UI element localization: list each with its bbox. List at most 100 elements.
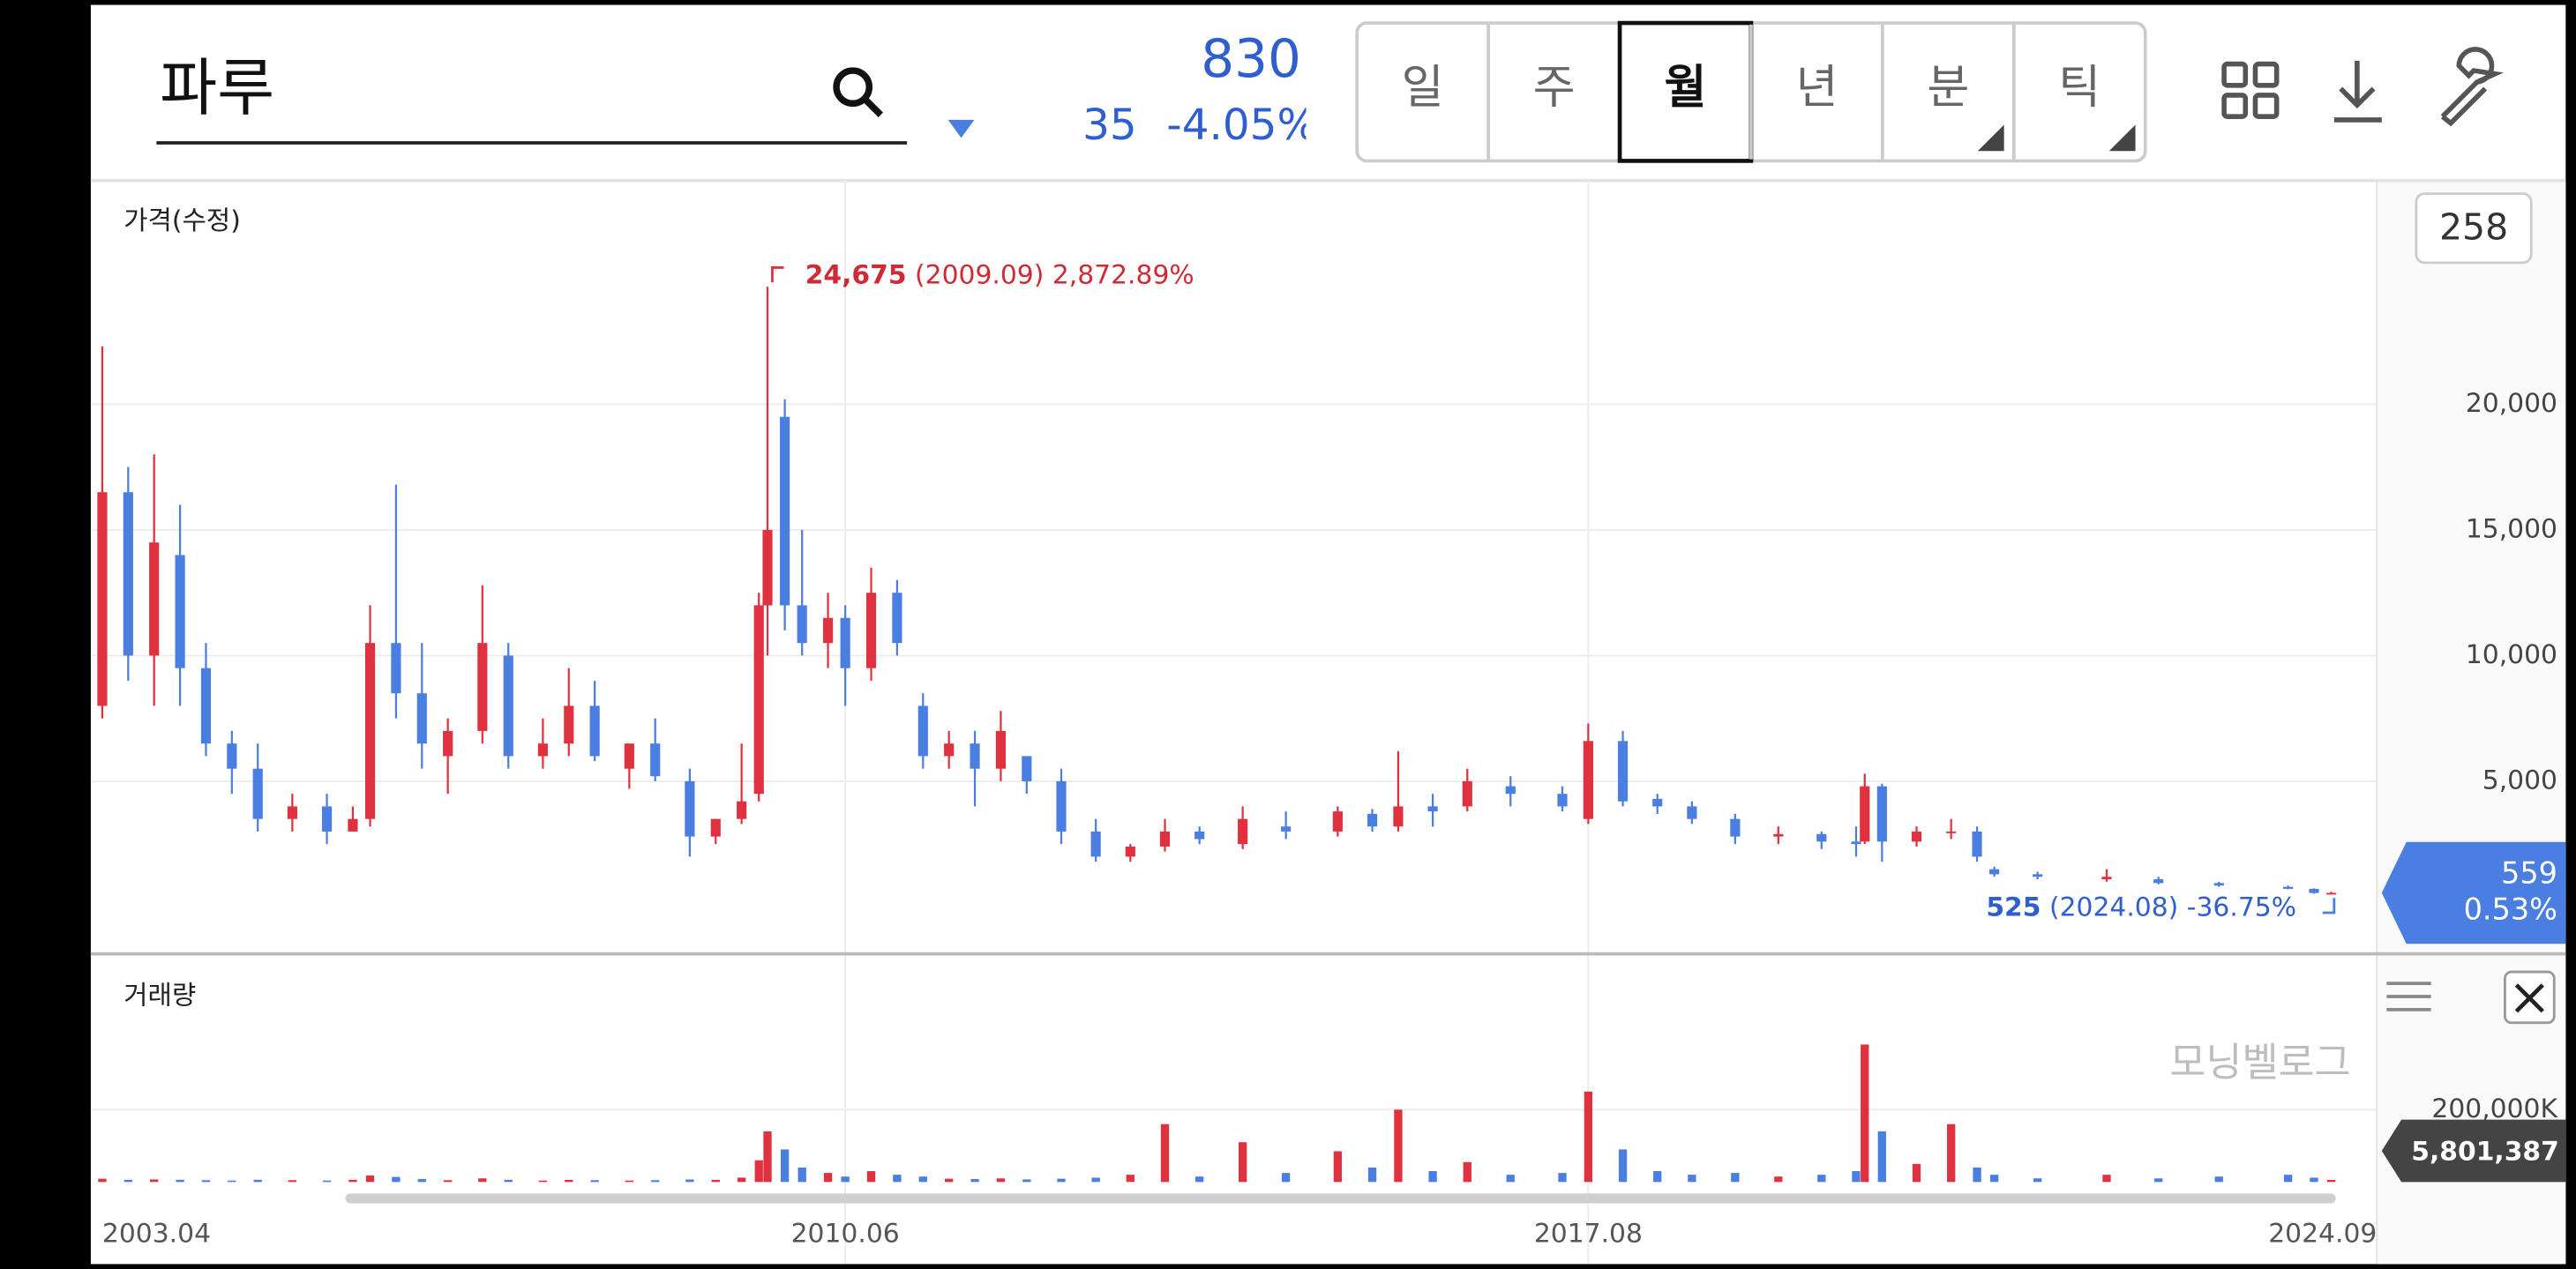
x-tick-label: 2010.06 <box>791 1218 900 1249</box>
volume-bar <box>565 1179 573 1183</box>
volume-bar <box>1022 1179 1031 1183</box>
candle-body <box>865 593 877 668</box>
candle-body <box>650 743 661 777</box>
candle-body <box>364 643 376 819</box>
candle-body <box>1393 806 1404 827</box>
volume-bar <box>945 1178 954 1183</box>
candle-body <box>753 605 764 795</box>
candle-body <box>1557 794 1568 807</box>
volume-bar <box>1653 1171 1662 1183</box>
search-icon[interactable] <box>833 67 883 117</box>
tab-label[interactable]: 틱 <box>2058 61 2100 114</box>
price-change-pct: -4.05% <box>1166 101 1317 150</box>
candle-body <box>1989 869 2000 875</box>
candle-body <box>1730 818 1741 837</box>
volume-bar <box>685 1179 694 1183</box>
volume-bar <box>1057 1178 1066 1183</box>
candle-body <box>1617 741 1629 802</box>
volume-bar <box>1973 1167 1981 1183</box>
candle-body <box>1281 826 1292 832</box>
tab-label[interactable]: 주 <box>1533 61 1576 114</box>
volume-bar <box>841 1176 850 1183</box>
candle-body <box>537 743 548 757</box>
candle-body <box>287 806 297 819</box>
volume-bar <box>1126 1175 1134 1183</box>
close-button[interactable] <box>2504 970 2556 1025</box>
volume-bar <box>1281 1173 1291 1183</box>
candle-body <box>1583 741 1593 819</box>
settings-icon[interactable] <box>2440 47 2504 127</box>
min-annotation: 525 (2024.08) -36.75% <box>1986 892 2336 922</box>
volume-bar <box>1618 1149 1628 1183</box>
last-price: 559 <box>2501 856 2557 891</box>
volume-bar <box>1877 1131 1886 1183</box>
x-tick-label: 2003.04 <box>102 1218 211 1249</box>
max-label: 24,675 (2009.09) 2,872.89% <box>805 259 1194 290</box>
volume-bar <box>1394 1109 1403 1183</box>
volume-bar <box>365 1175 375 1183</box>
max-date: (2009.09) <box>915 259 1044 290</box>
volume-bar <box>478 1178 487 1183</box>
volume-bar <box>780 1149 790 1183</box>
volume-last: 5,801,387 <box>2411 1136 2559 1167</box>
count-badge[interactable]: 258 <box>2439 206 2508 249</box>
menu-icon[interactable] <box>2386 982 2431 1011</box>
candle-body <box>200 668 212 744</box>
volume-bar <box>1160 1123 1170 1183</box>
layout-icon[interactable] <box>2221 61 2280 119</box>
volume-bar <box>763 1131 772 1183</box>
change-pct-clip: -4.05% <box>1166 101 1317 150</box>
candle-body <box>477 643 488 731</box>
candle-body <box>762 529 773 606</box>
volume-bar <box>1852 1171 1861 1183</box>
tab-label[interactable]: 일 <box>1402 61 1444 114</box>
volume-bar <box>322 1180 332 1183</box>
volume-bar <box>1774 1176 1783 1183</box>
pane-title: 가격(수정) <box>124 205 241 236</box>
volume-bar <box>98 1178 107 1183</box>
volume-bar <box>918 1176 927 1183</box>
candle-body <box>416 693 427 744</box>
dropdown-arrow[interactable] <box>947 119 975 138</box>
volume-bar <box>392 1176 401 1183</box>
volume-bar <box>1367 1167 1377 1183</box>
y-tick-label: 5,000 <box>2482 765 2557 795</box>
scrollbar[interactable] <box>345 1193 2336 1204</box>
min-date: (2024.08) <box>2049 892 2178 922</box>
candle-body <box>2033 874 2043 877</box>
volume-bar <box>288 1180 297 1183</box>
volume-bar <box>2283 1175 2293 1183</box>
watermark-bg <box>2152 1037 2369 1091</box>
candle-body <box>797 605 807 644</box>
candle-body <box>589 705 600 757</box>
candle-body <box>97 492 108 706</box>
candle-body <box>840 617 850 668</box>
stock-name[interactable]: 파루 <box>160 51 274 124</box>
axis-panel <box>2377 180 2566 1265</box>
volume-bar <box>2310 1177 2318 1183</box>
download-icon[interactable] <box>2333 60 2382 123</box>
x-tick-label: 2024.09 <box>2268 1218 2377 1249</box>
min-arrow <box>2322 898 2336 914</box>
candle-body <box>1090 831 1101 857</box>
volume-bar <box>538 1180 548 1183</box>
candle-body <box>149 542 160 656</box>
volume-bar <box>970 1179 979 1183</box>
candle-body <box>892 593 902 644</box>
volume-bar <box>1238 1142 1247 1183</box>
candle-body <box>624 743 634 769</box>
count-badge-box[interactable] <box>2415 192 2533 265</box>
min-label: 525 (2024.08) -36.75% <box>1986 892 2296 922</box>
volume-bar <box>1947 1123 1956 1183</box>
tab-label[interactable]: 년 <box>1795 61 1838 114</box>
candle-body <box>2326 892 2337 895</box>
volume-bar <box>348 1179 357 1183</box>
volume-bar <box>798 1167 806 1183</box>
current-price: 830 <box>1201 29 1301 90</box>
candle-body <box>1876 786 1887 842</box>
volume-bar <box>2154 1178 2163 1183</box>
volume-bar <box>253 1179 262 1183</box>
tab-label[interactable]: 월 <box>1665 61 1707 114</box>
tab-label[interactable]: 분 <box>1927 61 1969 114</box>
candle-body <box>443 730 453 757</box>
